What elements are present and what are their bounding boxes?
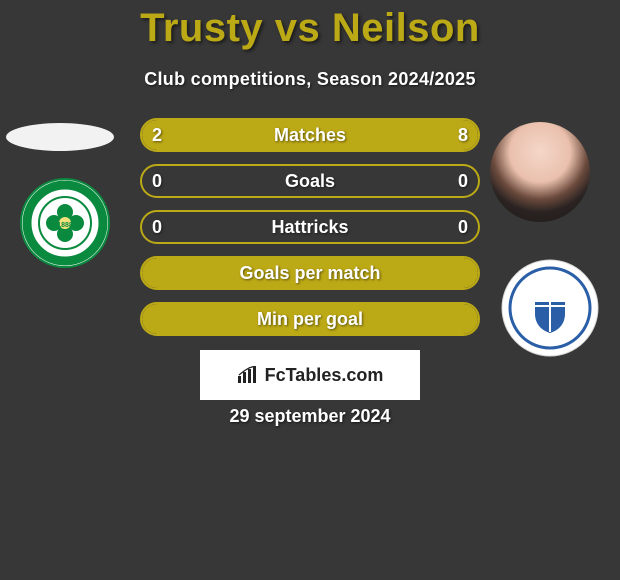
bar-chart-icon [237,366,259,384]
stat-bar: 2 8 Matches [140,118,480,152]
stat-label: Min per goal [257,309,363,330]
watermark: FcTables.com [200,350,420,400]
stat-bar: 0 0 Goals [140,164,480,198]
stat-label: Matches [274,125,346,146]
stat-value-left: 0 [152,217,162,238]
stat-value-left: 2 [152,125,162,146]
club-badge-left: 1888 [20,178,110,268]
club-badge-right [500,258,600,358]
page-title: Trusty vs Neilson [0,0,620,51]
stat-value-right: 8 [458,125,468,146]
page-subtitle: Club competitions, Season 2024/2025 [0,69,620,90]
player-avatar-left [6,123,114,151]
stat-value-right: 0 [458,171,468,192]
stat-label: Goals per match [239,263,380,284]
player-avatar-right [490,122,590,222]
stat-bar: 0 0 Hattricks [140,210,480,244]
stat-label: Hattricks [271,217,348,238]
club-badge-year: 1888 [57,222,73,229]
stat-bar: Goals per match [140,256,480,290]
stats-container: 2 8 Matches 0 0 Goals 0 0 Hattricks Goals per mat… [140,118,480,348]
watermark-text: FcTables.com [265,365,384,386]
stat-value-right: 0 [458,217,468,238]
stat-label: Goals [285,171,335,192]
stat-value-left: 0 [152,171,162,192]
date-text: 29 september 2024 [0,406,620,427]
stat-bar: Min per goal [140,302,480,336]
